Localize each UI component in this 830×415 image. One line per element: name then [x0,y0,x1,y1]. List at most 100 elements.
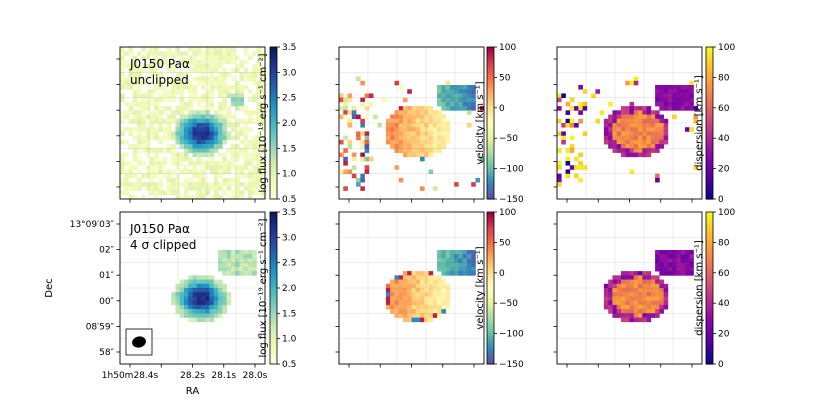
map-pixel [175,296,181,302]
map-pixel [432,148,438,153]
map-pixel [205,275,210,280]
map-pixel [411,288,417,293]
map-pixel [424,114,429,120]
map-pixel [201,135,206,141]
colorbar-tick-label-1: −100 [499,165,524,175]
map-pixel [230,148,236,153]
colorbar-segment-5 [706,275,713,279]
map-pixel [154,165,159,170]
map-pixel [218,258,223,264]
map-pixel [578,177,583,183]
colorbar-segment-5 [706,242,713,246]
map-pixel [222,190,227,196]
colorbar-segment-4 [487,282,494,287]
map-pixel [620,292,626,297]
map-pixel [659,118,664,124]
map-pixel [646,127,652,132]
map-pixel [569,97,575,103]
colorbar-segment-3 [270,219,277,223]
map-pixel [608,292,613,297]
map-pixel [360,156,365,162]
colorbar-segment-2 [706,54,713,58]
colorbar-segment-0 [270,107,277,111]
map-pixel [582,101,588,107]
map-pixel [175,47,181,52]
map-pixel [424,304,429,310]
colorbar-segment-0 [270,155,277,160]
colorbar-segment-2 [706,143,713,147]
colorbar-segment-1 [487,181,494,185]
map-pixel [124,110,129,115]
map-pixel [454,89,459,94]
map-pixel [458,266,464,272]
map-pixel [209,47,215,52]
map-pixel [166,47,172,52]
map-pixel [663,127,669,132]
map-pixel [428,135,434,141]
map-pixel [420,123,425,128]
map-pixel [226,169,232,175]
map-pixel [616,131,622,137]
map-pixel [252,76,257,82]
map-pixel [449,89,455,94]
colorbar-segment-3 [270,270,277,274]
map-pixel [407,300,412,306]
map-pixel [402,110,408,115]
map-pixel [437,313,442,318]
map-pixel [166,89,172,94]
map-pixel [179,169,185,175]
map-pixel [149,47,155,52]
map-pixel [201,300,206,306]
map-pixel [655,279,660,285]
map-pixel [192,97,198,103]
colorbar-segment-1 [487,100,494,104]
map-pixel [128,106,134,111]
map-pixel [394,114,400,120]
map-pixel [655,127,660,132]
map-pixel [162,156,168,162]
colorbar-segment-0 [270,183,277,187]
map-pixel [166,106,172,111]
map-pixel [569,135,575,141]
map-pixel [689,85,694,90]
map-pixel [411,148,417,153]
colorbar-segment-3 [270,267,277,271]
map-pixel [149,114,155,120]
map-pixel [192,55,198,61]
map-pixel [343,106,348,111]
map-pixel [183,106,189,111]
map-pixel [201,51,206,56]
map-pixel [252,97,257,103]
map-pixel [192,317,198,323]
colorbar-label-0: log flux [10⁻¹⁹ erg s⁻¹ cm⁻²] [258,53,269,192]
map-pixel [226,165,232,170]
map-pixel [235,118,240,124]
map-pixel [252,110,257,115]
map-pixel [642,292,647,297]
map-pixel [192,292,198,297]
colorbar-segment-5 [706,244,713,249]
map-pixel [218,80,223,86]
map-pixel [205,283,210,289]
map-pixel [642,118,647,124]
map-pixel [441,114,446,120]
map-pixel [620,135,626,141]
map-pixel [385,127,391,132]
map-pixel [243,110,249,115]
map-pixel [201,182,206,187]
map-pixel [441,279,446,285]
map-pixel [196,135,202,141]
colorbar-label-1: velocity [km s⁻¹] [475,81,486,164]
colorbar-segment-3 [270,336,277,340]
map-pixel [201,110,206,115]
map-pixel [205,63,210,69]
panel-frame [556,211,703,365]
colorbar-segment-2 [706,74,713,78]
map-pixel [633,292,639,297]
map-pixel [646,304,652,310]
map-pixel [582,131,588,137]
map-pixel [437,266,442,272]
map-pixel [471,182,476,187]
map-pixel [471,250,476,255]
colorbar-segment-4 [487,250,494,254]
